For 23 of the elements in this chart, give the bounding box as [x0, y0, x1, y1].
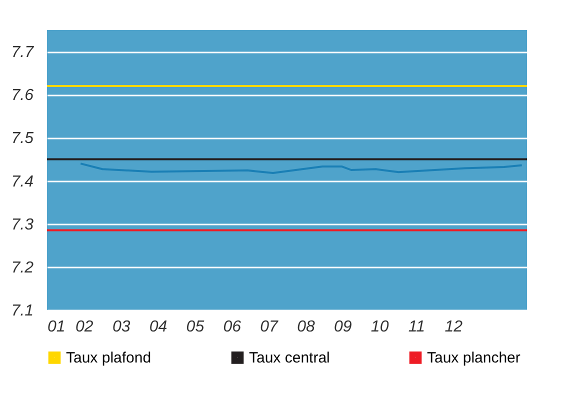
legend-label: Taux plafond	[66, 350, 152, 367]
x-tick-label: 06	[223, 318, 242, 336]
x-tick-label: 01	[48, 318, 66, 336]
y-tick-label: 7.7	[11, 44, 35, 62]
x-tick-label: 02	[76, 318, 94, 336]
x-tick-label: 10	[370, 318, 389, 336]
y-tick-label: 7.3	[11, 216, 34, 234]
legend-label: Taux central	[249, 350, 330, 367]
y-tick-label: 7.5	[11, 130, 34, 148]
legend-label: Taux plancher	[427, 350, 520, 367]
x-tick-label: 09	[334, 318, 352, 336]
x-tick-label: 08	[297, 318, 315, 336]
y-tick-label: 7.6	[11, 87, 34, 104]
x-tick-label: 03	[112, 318, 130, 336]
y-tick-label: 7.1	[11, 302, 34, 320]
x-tick-label: 12	[444, 318, 463, 336]
y-tick-label: 7.2	[11, 259, 34, 276]
y-tick-label: 7.4	[11, 173, 34, 190]
x-tick-label: 07	[260, 318, 280, 336]
x-tick-label: 05	[186, 318, 204, 336]
x-tick-label: 04	[149, 318, 168, 336]
x-tick-label: 11	[408, 318, 426, 336]
line-series	[80, 162, 523, 174]
